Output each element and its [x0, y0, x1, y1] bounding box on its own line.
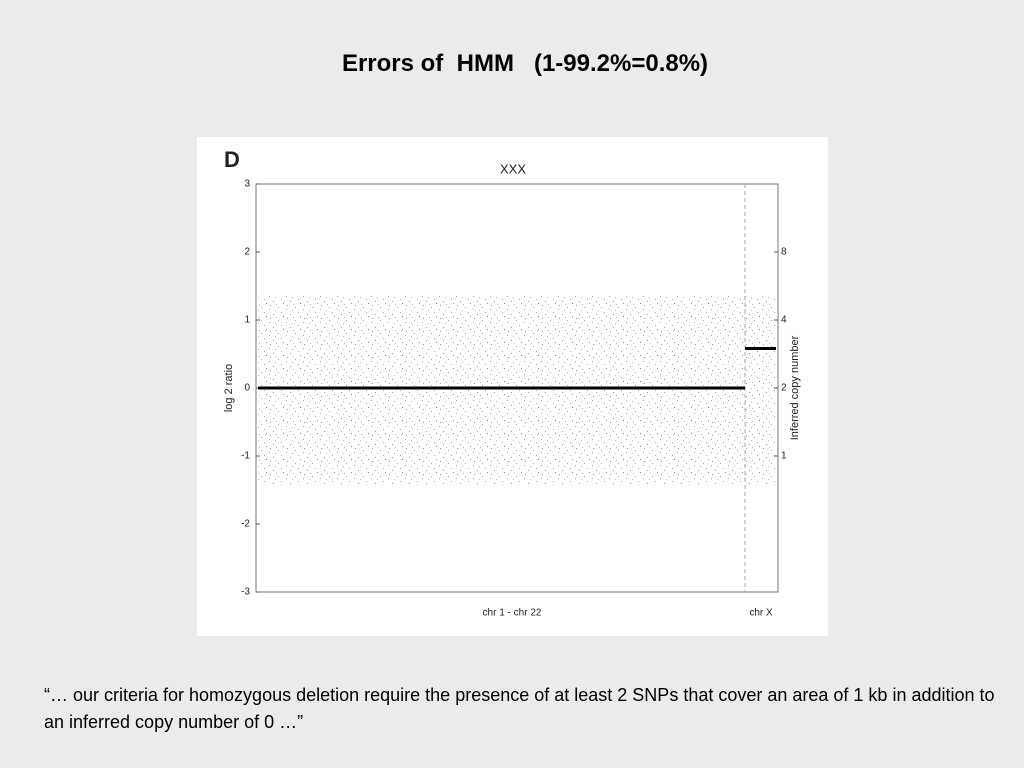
snp-scatter-texture	[258, 295, 776, 485]
y-tick-label: 1	[244, 315, 250, 326]
y-tick-label: -3	[241, 587, 250, 598]
quote: “… our criteria for homozygous deletion …	[44, 685, 995, 732]
panel-label: D	[224, 147, 240, 172]
chart-title: XXX	[500, 161, 526, 176]
y2-tick-label: 4	[781, 315, 787, 326]
y2-tick-label: 2	[781, 383, 787, 394]
y2-tick-label: 8	[781, 247, 787, 258]
y-tick-label: 0	[244, 383, 250, 394]
y-tick-label: -1	[241, 451, 250, 462]
y2-axis-label: Inferred copy number	[789, 335, 801, 440]
y2-tick-label: 1	[781, 451, 787, 462]
y-tick-label: -2	[241, 519, 250, 530]
y-tick-label: 2	[244, 247, 250, 258]
x-region-label: chr 1 - chr 22	[483, 608, 542, 619]
x-region-label: chr X	[749, 608, 773, 619]
slide-title: Errors of HMM (1-99.2%=0.8%)	[341, 50, 709, 77]
y-axis-label: log 2 ratio	[223, 364, 235, 412]
y-tick-label: 3	[244, 179, 250, 190]
